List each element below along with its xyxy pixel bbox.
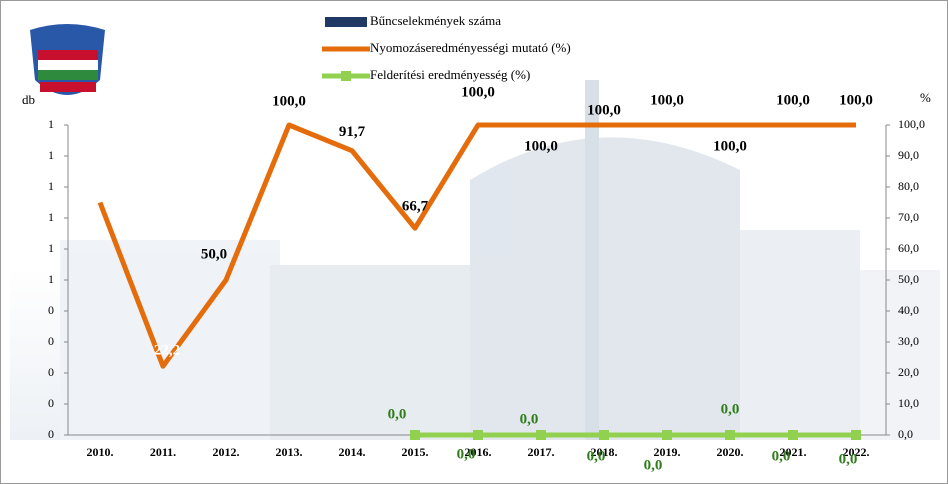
y-tick-label: 1: [48, 117, 54, 131]
x-tick-label: 2015.: [402, 445, 429, 459]
x-tick-label: 2019.: [654, 445, 681, 459]
marker: [725, 430, 735, 440]
x-tick-label: 2012.: [213, 445, 240, 459]
data-label: 50,0: [201, 246, 227, 262]
police-logo: [30, 24, 105, 95]
marker: [536, 430, 546, 440]
legend-label: Felderítési eredményesség (%): [370, 67, 530, 82]
x-tick-label: 2018.: [591, 445, 618, 459]
legend-marker: [341, 71, 351, 81]
y-tick-label: 1: [48, 210, 54, 224]
data-label: 100,0: [650, 92, 684, 108]
y2-tick-label: 90,0: [898, 148, 919, 162]
data-label: 100,0: [776, 92, 810, 108]
y2-tick-label: 10,0: [898, 396, 919, 410]
legend-label: Nyomozáseredményességi mutató (%): [370, 40, 571, 55]
data-label: 0,0: [772, 448, 791, 464]
y-tick-label: 1: [48, 241, 54, 255]
y2-tick-label: 80,0: [898, 179, 919, 193]
marker: [410, 430, 420, 440]
x-tick-label: 2017.: [528, 445, 555, 459]
y-tick-label: 0: [48, 303, 54, 317]
data-label: 66,7: [402, 199, 429, 215]
y-tick-label: 0: [48, 365, 54, 379]
y-tick-label: 1: [48, 179, 54, 193]
y2-tick-label: 60,0: [898, 241, 919, 255]
y2-tick-label: 20,0: [898, 365, 919, 379]
x-tick-label: 2011.: [150, 445, 176, 459]
x-tick-label: 2013.: [276, 445, 303, 459]
x-tick-label: 2016.: [465, 445, 492, 459]
data-label: 91,7: [339, 124, 366, 140]
x-tick-label: 2021.: [780, 445, 807, 459]
y-tick-label: 0: [48, 427, 54, 441]
y-axis-label: db: [22, 92, 35, 107]
data-label: 0,0: [520, 411, 539, 427]
data-label: 22,2: [154, 343, 180, 359]
x-tick-label: 2020.: [717, 445, 744, 459]
marker: [473, 430, 483, 440]
y2-tick-label: 100,0: [898, 117, 925, 131]
data-label: 100,0: [587, 102, 621, 118]
data-label: 100,0: [839, 92, 873, 108]
x-tick-label: 2010.: [87, 445, 114, 459]
data-label: 0,0: [721, 401, 740, 417]
data-label: 0,0: [587, 448, 606, 464]
y2-tick-label: 30,0: [898, 334, 919, 348]
y2-tick-label: 50,0: [898, 272, 919, 286]
data-label: 100,0: [461, 84, 495, 100]
data-label: 0,0: [839, 451, 858, 467]
marker: [788, 430, 798, 440]
marker: [599, 430, 609, 440]
y-tick-label: 1: [48, 272, 54, 286]
data-label: 100,0: [713, 138, 747, 154]
marker: [662, 430, 672, 440]
data-label: 0,0: [457, 446, 476, 462]
legend-label: Bűncselekmények száma: [370, 13, 501, 28]
data-label: 100,0: [272, 93, 306, 109]
y2-tick-label: 0,0: [898, 427, 913, 441]
x-tick-label: 2014.: [339, 445, 366, 459]
y2-tick-label: 70,0: [898, 210, 919, 224]
y-tick-label: 1: [48, 148, 54, 162]
marker: [851, 430, 861, 440]
y2-tick-label: 40,0: [898, 303, 919, 317]
data-label: 0,0: [644, 457, 663, 473]
background-building: [10, 80, 940, 440]
y-tick-label: 0: [48, 334, 54, 348]
data-label: 0,0: [388, 406, 407, 422]
legend-swatch: [325, 17, 367, 27]
y-tick-label: 0: [48, 396, 54, 410]
data-label: 100,0: [524, 138, 558, 154]
y2-axis-label: %: [920, 90, 931, 105]
x-tick-label: 2022.: [843, 445, 870, 459]
series-line: [97, 122, 856, 369]
